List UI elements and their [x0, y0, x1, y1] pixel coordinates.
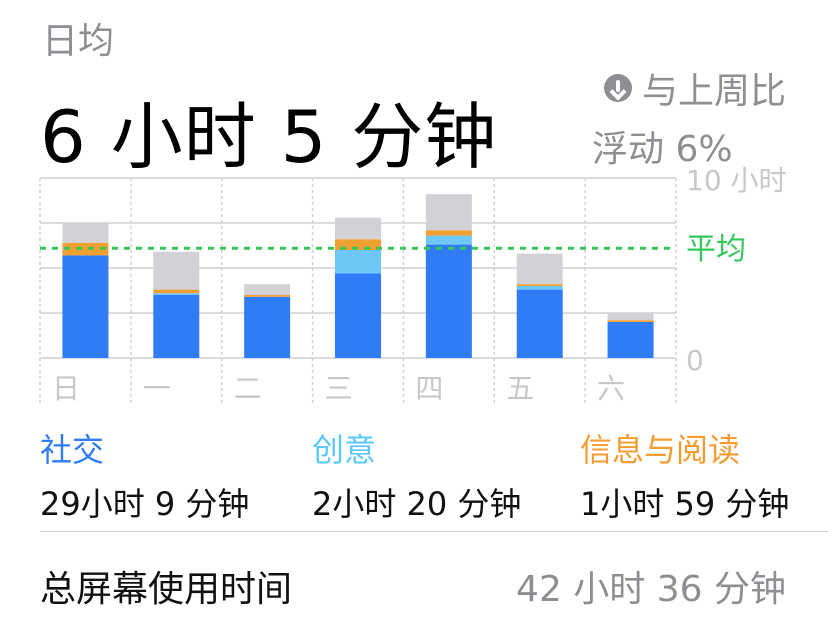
category-time: 1小时 59 分钟: [580, 485, 790, 523]
y-tick-bottom: 0: [686, 344, 704, 377]
x-tick-label: 三: [325, 372, 353, 405]
x-tick-label: 一: [143, 372, 171, 405]
bar-segment[interactable]: [607, 313, 654, 321]
average-label: 平均: [686, 232, 746, 267]
x-tick-label: 二: [234, 372, 262, 405]
bar-segment[interactable]: [244, 295, 291, 297]
bar-segment[interactable]: [335, 273, 381, 358]
category-creativity[interactable]: 创意 2小时 20 分钟: [312, 425, 522, 525]
comparison-change: 浮动 6%: [592, 129, 733, 170]
comparison-label: 与上周比: [641, 71, 786, 112]
y-tick-top: 10 小时: [686, 164, 787, 197]
bar-segment[interactable]: [516, 286, 563, 290]
total-screen-time-label[interactable]: 总屏幕使用时间: [40, 569, 293, 610]
total-screen-time-value: 42 小时 36 分钟: [516, 569, 786, 610]
category-social[interactable]: 社交 29小时 9 分钟: [40, 425, 250, 525]
bar-segment[interactable]: [153, 251, 200, 290]
x-tick-label: 四: [415, 372, 443, 405]
bar-segment[interactable]: [516, 289, 563, 358]
category-name: 信息与阅读: [580, 431, 741, 469]
category-time: 2小时 20 分钟: [312, 485, 522, 523]
category-reading[interactable]: 信息与阅读 1小时 59 分钟: [580, 425, 790, 525]
weekly-comparison: 与上周比 浮动 6%: [546, 62, 786, 172]
bar-segment[interactable]: [153, 293, 200, 295]
bar-segment[interactable]: [516, 253, 563, 285]
bar-segment[interactable]: [425, 194, 472, 231]
bar-segment[interactable]: [62, 255, 109, 358]
chart-bars: [62, 194, 654, 358]
x-tick-label: 日: [52, 372, 80, 405]
bar-segment[interactable]: [244, 284, 291, 295]
bar-segment[interactable]: [62, 242, 109, 256]
bar-segment[interactable]: [425, 244, 472, 358]
bar-segment[interactable]: [425, 235, 472, 245]
category-name: 创意: [312, 431, 377, 469]
arrow-down-circle-icon: [603, 74, 632, 102]
comparison-line: 与上周比: [546, 62, 786, 114]
bar-segment[interactable]: [62, 223, 109, 243]
daily-average-value: 6 小时 5 分钟: [40, 95, 498, 179]
bar-segment[interactable]: [607, 320, 654, 322]
bar-segment[interactable]: [153, 295, 200, 358]
daily-average-label: 日均: [42, 21, 115, 62]
bar-segment[interactable]: [335, 250, 381, 274]
bar-segment[interactable]: [607, 322, 654, 358]
x-tick-label: 六: [597, 372, 625, 405]
usage-bar-chart: 平均 10 小时 0 日 一 二 三 四 五 六: [39, 164, 787, 405]
bar-segment[interactable]: [244, 296, 291, 358]
bar-segment[interactable]: [335, 217, 381, 240]
category-name: 社交: [40, 431, 105, 469]
bar-segment[interactable]: [425, 230, 472, 236]
divider: [40, 531, 828, 532]
x-tick-label: 五: [506, 372, 534, 405]
bar-segment[interactable]: [335, 239, 381, 250]
bar-segment[interactable]: [516, 284, 563, 286]
category-time: 29小时 9 分钟: [40, 485, 250, 523]
bar-segment[interactable]: [153, 289, 200, 294]
x-axis-labels: 日一二三四五六: [52, 372, 625, 405]
